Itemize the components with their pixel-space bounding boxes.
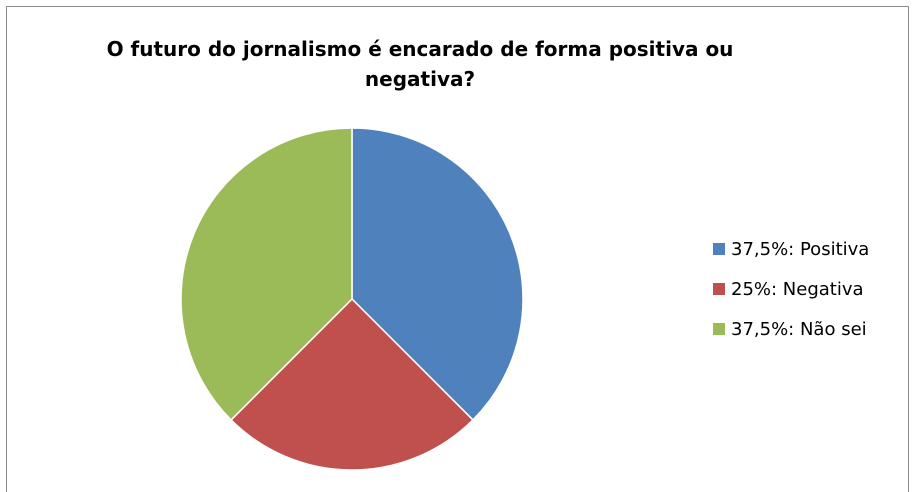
legend-item-positiva: 37,5%: Positiva: [713, 236, 869, 262]
legend: 37,5%: Positiva 25%: Negativa 37,5%: Não…: [713, 236, 869, 356]
chart-title-line-2: negativa?: [364, 67, 476, 91]
legend-swatch-negativa: [713, 283, 725, 295]
legend-item-negativa: 25%: Negativa: [713, 276, 869, 302]
legend-swatch-nao-sei: [713, 323, 725, 335]
chart-title-line-1: O futuro do jornalismo é encarado de for…: [106, 37, 734, 61]
legend-label-positiva: 37,5%: Positiva: [731, 238, 870, 260]
pie-slice-nao-sei: [180, 127, 353, 421]
legend-swatch-positiva: [713, 243, 725, 255]
legend-item-nao-sei: 37,5%: Não sei: [713, 316, 869, 342]
chart-title: O futuro do jornalismo é encarado de for…: [60, 34, 780, 94]
legend-label-negativa: 25%: Negativa: [731, 278, 864, 300]
pie-slice-positiva: [351, 127, 524, 421]
pie-slice-negativa: [230, 297, 474, 471]
legend-label-nao-sei: 37,5%: Não sei: [731, 318, 867, 340]
